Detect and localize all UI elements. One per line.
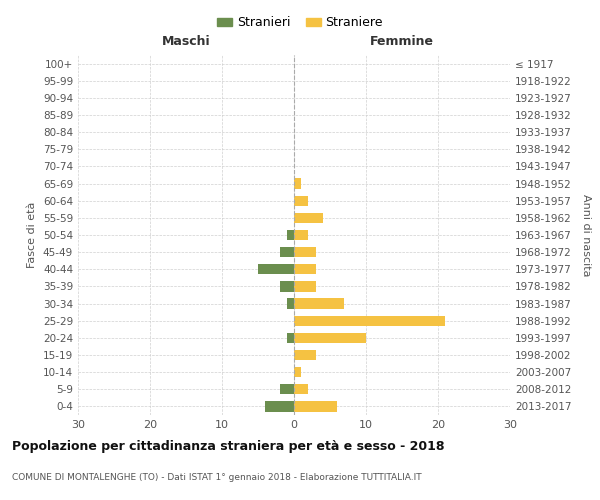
Bar — [294, 332, 366, 343]
Text: Popolazione per cittadinanza straniera per età e sesso - 2018: Popolazione per cittadinanza straniera p… — [12, 440, 445, 453]
Bar — [280, 282, 294, 292]
Y-axis label: Anni di nascita: Anni di nascita — [581, 194, 591, 276]
Bar — [294, 367, 301, 378]
Bar — [287, 230, 294, 240]
Bar — [294, 402, 337, 411]
Text: COMUNE DI MONTALENGHE (TO) - Dati ISTAT 1° gennaio 2018 - Elaborazione TUTTITALI: COMUNE DI MONTALENGHE (TO) - Dati ISTAT … — [12, 473, 422, 482]
Bar — [294, 282, 316, 292]
Bar — [294, 298, 344, 308]
Text: Maschi: Maschi — [161, 35, 211, 48]
Text: Femmine: Femmine — [370, 35, 434, 48]
Y-axis label: Fasce di età: Fasce di età — [28, 202, 37, 268]
Bar — [265, 402, 294, 411]
Bar — [294, 212, 323, 223]
Bar — [280, 247, 294, 258]
Bar — [280, 384, 294, 394]
Bar — [294, 247, 316, 258]
Bar — [258, 264, 294, 274]
Bar — [287, 298, 294, 308]
Bar — [294, 350, 316, 360]
Bar — [294, 230, 308, 240]
Bar — [294, 384, 308, 394]
Bar — [287, 332, 294, 343]
Bar — [294, 264, 316, 274]
Bar — [294, 316, 445, 326]
Legend: Stranieri, Straniere: Stranieri, Straniere — [212, 11, 388, 34]
Bar — [294, 196, 308, 206]
Bar — [294, 178, 301, 188]
